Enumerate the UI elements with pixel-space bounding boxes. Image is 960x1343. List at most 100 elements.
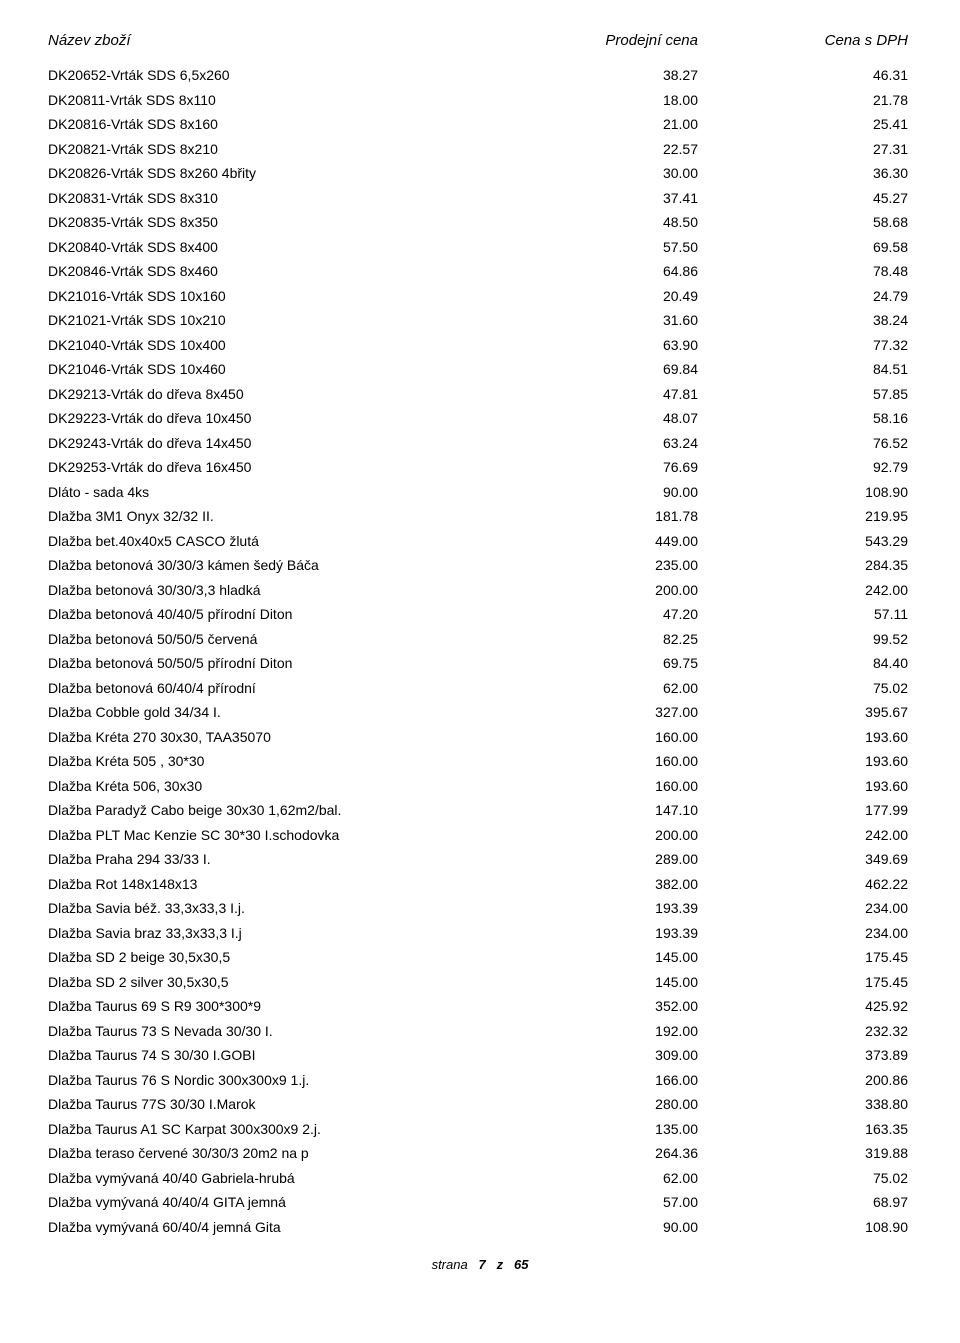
- cell-vat: 219.95: [738, 504, 908, 529]
- cell-price: 382.00: [478, 872, 738, 897]
- cell-name: Dlažba Kréta 506, 30x30: [48, 774, 478, 799]
- table-row: Dlažba Taurus A1 SC Karpat 300x300x9 2.j…: [48, 1117, 912, 1142]
- table-row: Dlažba betonová 60/40/4 přírodní62.0075.…: [48, 676, 912, 701]
- cell-vat: 78.48: [738, 259, 908, 284]
- table-row: Dlažba PLT Mac Kenzie SC 30*30 I.schodov…: [48, 823, 912, 848]
- cell-price: 264.36: [478, 1141, 738, 1166]
- cell-price: 48.50: [478, 210, 738, 235]
- cell-name: Dlažba vymývaná 40/40 Gabriela-hrubá: [48, 1166, 478, 1191]
- cell-price: 62.00: [478, 676, 738, 701]
- cell-price: 135.00: [478, 1117, 738, 1142]
- cell-vat: 373.89: [738, 1043, 908, 1068]
- cell-vat: 25.41: [738, 112, 908, 137]
- cell-vat: 84.51: [738, 357, 908, 382]
- cell-price: 63.90: [478, 333, 738, 358]
- table-row: Dlažba betonová 30/30/3 kámen šedý Báča2…: [48, 553, 912, 578]
- table-row: DK29253-Vrták do dřeva 16x45076.6992.79: [48, 455, 912, 480]
- cell-price: 160.00: [478, 749, 738, 774]
- table-row: DK20826-Vrták SDS 8x260 4břity30.0036.30: [48, 161, 912, 186]
- cell-name: Dlažba betonová 50/50/5 červená: [48, 627, 478, 652]
- cell-name: DK20831-Vrták SDS 8x310: [48, 186, 478, 211]
- cell-name: Dlažba Taurus 69 S R9 300*300*9: [48, 994, 478, 1019]
- cell-name: Dlažba PLT Mac Kenzie SC 30*30 I.schodov…: [48, 823, 478, 848]
- cell-name: Dlažba 3M1 Onyx 32/32 II.: [48, 504, 478, 529]
- cell-price: 166.00: [478, 1068, 738, 1093]
- table-row: Dlažba bet.40x40x5 CASCO žlutá449.00543.…: [48, 529, 912, 554]
- table-row: Dlažba betonová 50/50/5 červená82.2599.5…: [48, 627, 912, 652]
- cell-name: Dlažba SD 2 beige 30,5x30,5: [48, 945, 478, 970]
- cell-name: DK29253-Vrták do dřeva 16x450: [48, 455, 478, 480]
- cell-vat: 284.35: [738, 553, 908, 578]
- table-row: DK20840-Vrták SDS 8x40057.5069.58: [48, 235, 912, 260]
- cell-name: DK20840-Vrták SDS 8x400: [48, 235, 478, 260]
- cell-name: DK20846-Vrták SDS 8x460: [48, 259, 478, 284]
- cell-vat: 242.00: [738, 823, 908, 848]
- cell-vat: 57.85: [738, 382, 908, 407]
- cell-price: 38.27: [478, 63, 738, 88]
- cell-vat: 177.99: [738, 798, 908, 823]
- table-row: DK21021-Vrták SDS 10x21031.6038.24: [48, 308, 912, 333]
- table-row: DK20821-Vrták SDS 8x21022.5727.31: [48, 137, 912, 162]
- cell-name: Dlažba betonová 50/50/5 přírodní Diton: [48, 651, 478, 676]
- cell-name: Dlažba Cobble gold 34/34 I.: [48, 700, 478, 725]
- footer-label: strana: [432, 1257, 468, 1272]
- cell-vat: 338.80: [738, 1092, 908, 1117]
- cell-price: 145.00: [478, 970, 738, 995]
- cell-name: DK20835-Vrták SDS 8x350: [48, 210, 478, 235]
- cell-name: Dlažba bet.40x40x5 CASCO žlutá: [48, 529, 478, 554]
- cell-price: 47.20: [478, 602, 738, 627]
- table-row: DK20846-Vrták SDS 8x46064.8678.48: [48, 259, 912, 284]
- table-row: DK20831-Vrták SDS 8x31037.4145.27: [48, 186, 912, 211]
- cell-vat: 57.11: [738, 602, 908, 627]
- cell-price: 90.00: [478, 1215, 738, 1240]
- cell-name: DK20811-Vrták SDS 8x110: [48, 88, 478, 113]
- cell-name: Dlažba Savia béž. 33,3x33,3 I.j.: [48, 896, 478, 921]
- cell-name: Dlažba betonová 60/40/4 přírodní: [48, 676, 478, 701]
- table-row: DK21046-Vrták SDS 10x46069.8484.51: [48, 357, 912, 382]
- table-row: DK21040-Vrták SDS 10x40063.9077.32: [48, 333, 912, 358]
- cell-vat: 84.40: [738, 651, 908, 676]
- cell-name: Dlažba Taurus 77S 30/30 I.Marok: [48, 1092, 478, 1117]
- table-row: Dlažba Kréta 506, 30x30160.00193.60: [48, 774, 912, 799]
- cell-name: Dláto - sada 4ks: [48, 480, 478, 505]
- cell-name: DK21040-Vrták SDS 10x400: [48, 333, 478, 358]
- cell-price: 160.00: [478, 774, 738, 799]
- cell-name: Dlažba vymývaná 60/40/4 jemná Gita: [48, 1215, 478, 1240]
- cell-name: Dlažba Paradyž Cabo beige 30x30 1,62m2/b…: [48, 798, 478, 823]
- cell-price: 280.00: [478, 1092, 738, 1117]
- cell-vat: 193.60: [738, 725, 908, 750]
- table-row: Dlažba teraso červené 30/30/3 20m2 na p2…: [48, 1141, 912, 1166]
- cell-vat: 234.00: [738, 896, 908, 921]
- cell-name: DK20826-Vrták SDS 8x260 4břity: [48, 161, 478, 186]
- footer-total: 65: [514, 1257, 528, 1272]
- cell-name: Dlažba Taurus 74 S 30/30 I.GOBI: [48, 1043, 478, 1068]
- cell-vat: 99.52: [738, 627, 908, 652]
- cell-price: 147.10: [478, 798, 738, 823]
- cell-name: Dlažba SD 2 silver 30,5x30,5: [48, 970, 478, 995]
- header-name: Název zboží: [48, 32, 478, 49]
- table-row: Dlažba Taurus 73 S Nevada 30/30 I.192.00…: [48, 1019, 912, 1044]
- cell-vat: 232.32: [738, 1019, 908, 1044]
- cell-price: 352.00: [478, 994, 738, 1019]
- cell-vat: 75.02: [738, 676, 908, 701]
- table-row: Dláto - sada 4ks90.00108.90: [48, 480, 912, 505]
- table-row: Dlažba Kréta 505 , 30*30160.00193.60: [48, 749, 912, 774]
- footer-sep: z: [497, 1257, 504, 1272]
- table-row: DK21016-Vrták SDS 10x16020.4924.79: [48, 284, 912, 309]
- cell-name: DK21046-Vrták SDS 10x460: [48, 357, 478, 382]
- table-row: Dlažba betonová 50/50/5 přírodní Diton69…: [48, 651, 912, 676]
- cell-vat: 108.90: [738, 480, 908, 505]
- cell-vat: 76.52: [738, 431, 908, 456]
- cell-price: 193.39: [478, 896, 738, 921]
- cell-vat: 21.78: [738, 88, 908, 113]
- table-row: DK29243-Vrták do dřeva 14x45063.2476.52: [48, 431, 912, 456]
- table-row: Dlažba Savia béž. 33,3x33,3 I.j.193.3923…: [48, 896, 912, 921]
- table-row: Dlažba vymývaná 40/40/4 GITA jemná57.006…: [48, 1190, 912, 1215]
- cell-name: Dlažba betonová 30/30/3,3 hladká: [48, 578, 478, 603]
- cell-vat: 46.31: [738, 63, 908, 88]
- page-footer: strana 7 z 65: [48, 1257, 912, 1272]
- cell-name: Dlažba Taurus 76 S Nordic 300x300x9 1.j.: [48, 1068, 478, 1093]
- table-header: Název zboží Prodejní cena Cena s DPH: [48, 32, 912, 49]
- cell-price: 21.00: [478, 112, 738, 137]
- table-row: Dlažba SD 2 beige 30,5x30,5145.00175.45: [48, 945, 912, 970]
